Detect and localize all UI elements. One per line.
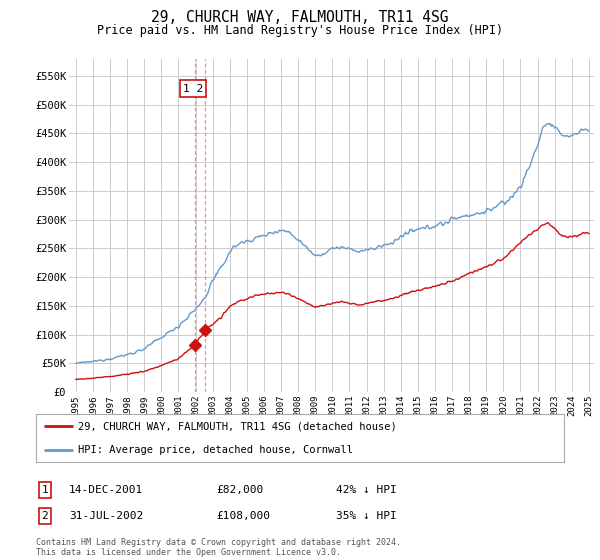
Text: Price paid vs. HM Land Registry's House Price Index (HPI): Price paid vs. HM Land Registry's House … — [97, 24, 503, 36]
Text: 14-DEC-2001: 14-DEC-2001 — [69, 485, 143, 495]
Text: 42% ↓ HPI: 42% ↓ HPI — [336, 485, 397, 495]
Text: 2: 2 — [41, 511, 49, 521]
Text: 29, CHURCH WAY, FALMOUTH, TR11 4SG (detached house): 29, CHURCH WAY, FALMOUTH, TR11 4SG (deta… — [78, 421, 397, 431]
Text: £82,000: £82,000 — [216, 485, 263, 495]
Text: HPI: Average price, detached house, Cornwall: HPI: Average price, detached house, Corn… — [78, 445, 353, 455]
Text: 1: 1 — [41, 485, 49, 495]
Text: 1 2: 1 2 — [183, 84, 203, 94]
Text: 31-JUL-2002: 31-JUL-2002 — [69, 511, 143, 521]
Text: £108,000: £108,000 — [216, 511, 270, 521]
Text: 29, CHURCH WAY, FALMOUTH, TR11 4SG: 29, CHURCH WAY, FALMOUTH, TR11 4SG — [151, 10, 449, 25]
Text: Contains HM Land Registry data © Crown copyright and database right 2024.
This d: Contains HM Land Registry data © Crown c… — [36, 538, 401, 557]
Text: 35% ↓ HPI: 35% ↓ HPI — [336, 511, 397, 521]
